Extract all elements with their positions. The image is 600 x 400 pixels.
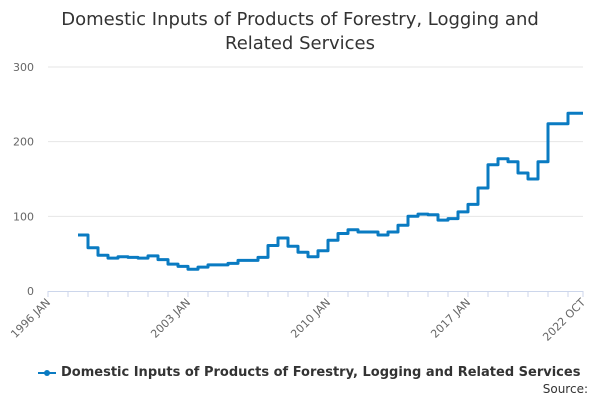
data-point[interactable] — [186, 267, 190, 271]
data-point[interactable] — [506, 160, 510, 164]
series-layer — [76, 111, 585, 271]
y-tick-label: 300 — [13, 61, 34, 74]
data-point[interactable] — [446, 217, 450, 221]
gridlines — [48, 66, 583, 217]
data-point[interactable] — [166, 262, 170, 266]
data-point[interactable] — [466, 202, 470, 206]
data-point[interactable] — [436, 218, 440, 222]
data-point[interactable] — [566, 111, 570, 115]
y-tick-label: 200 — [13, 136, 34, 149]
data-point[interactable] — [356, 230, 360, 234]
data-point[interactable] — [136, 256, 140, 260]
legend-line-icon — [38, 366, 56, 380]
x-tick-label: 2022 OCT — [540, 296, 588, 344]
data-point[interactable] — [456, 210, 460, 214]
legend-item[interactable]: Domestic Inputs of Products of Forestry,… — [38, 365, 580, 380]
data-point[interactable] — [496, 157, 500, 161]
source-label: Source: — [542, 382, 588, 396]
axes: 0 100 200 300 1996 JAN 2003 JAN 2010 JAN 2017 J… — [8, 61, 588, 344]
data-point[interactable] — [336, 232, 340, 236]
data-point[interactable] — [146, 254, 150, 258]
data-point[interactable] — [86, 246, 90, 250]
chart-title: Domestic Inputs of Products of Forestry,… — [61, 9, 539, 54]
x-tick-label: 2010 JAN — [288, 296, 333, 341]
data-point[interactable] — [106, 256, 110, 260]
data-point[interactable] — [416, 212, 420, 216]
data-point[interactable] — [556, 122, 560, 126]
data-point[interactable] — [176, 264, 180, 268]
data-point[interactable] — [126, 255, 130, 259]
data-point[interactable] — [216, 263, 220, 267]
data-point[interactable] — [526, 177, 530, 181]
data-point[interactable] — [266, 243, 270, 247]
data-point[interactable] — [516, 171, 520, 175]
data-point[interactable] — [536, 160, 540, 164]
data-point[interactable] — [226, 261, 230, 265]
data-point[interactable] — [206, 263, 210, 267]
y-tick-label: 100 — [13, 210, 34, 223]
x-tick-label: 2017 JAN — [428, 296, 473, 341]
data-point[interactable] — [326, 238, 330, 242]
data-point[interactable] — [286, 244, 290, 248]
data-point[interactable] — [306, 255, 310, 259]
data-point[interactable] — [76, 233, 80, 237]
x-tick-label: 1996 JAN — [8, 296, 53, 341]
data-point[interactable] — [396, 223, 400, 227]
data-point[interactable] — [276, 236, 280, 240]
data-point[interactable] — [316, 249, 320, 253]
data-point[interactable] — [476, 186, 480, 190]
data-point[interactable] — [366, 230, 370, 234]
data-point[interactable] — [296, 250, 300, 254]
data-point[interactable] — [546, 122, 550, 126]
legend-label: Domestic Inputs of Products of Forestry,… — [61, 365, 581, 380]
data-point[interactable] — [236, 258, 240, 262]
data-point[interactable] — [116, 255, 120, 259]
x-tick-label: 2003 JAN — [148, 296, 193, 341]
data-point[interactable] — [246, 258, 250, 262]
data-point[interactable] — [406, 214, 410, 218]
legend-marker — [44, 369, 50, 376]
data-point[interactable] — [386, 230, 390, 234]
data-point[interactable] — [581, 111, 585, 115]
series-line[interactable] — [78, 111, 583, 271]
data-point[interactable] — [156, 258, 160, 262]
y-tick-label: 0 — [27, 285, 34, 298]
data-point[interactable] — [196, 265, 200, 269]
data-point[interactable] — [376, 233, 380, 237]
data-point[interactable] — [426, 213, 430, 217]
data-point[interactable] — [346, 228, 350, 232]
data-point[interactable] — [486, 163, 490, 167]
data-point[interactable] — [96, 253, 100, 257]
data-point[interactable] — [256, 255, 260, 259]
